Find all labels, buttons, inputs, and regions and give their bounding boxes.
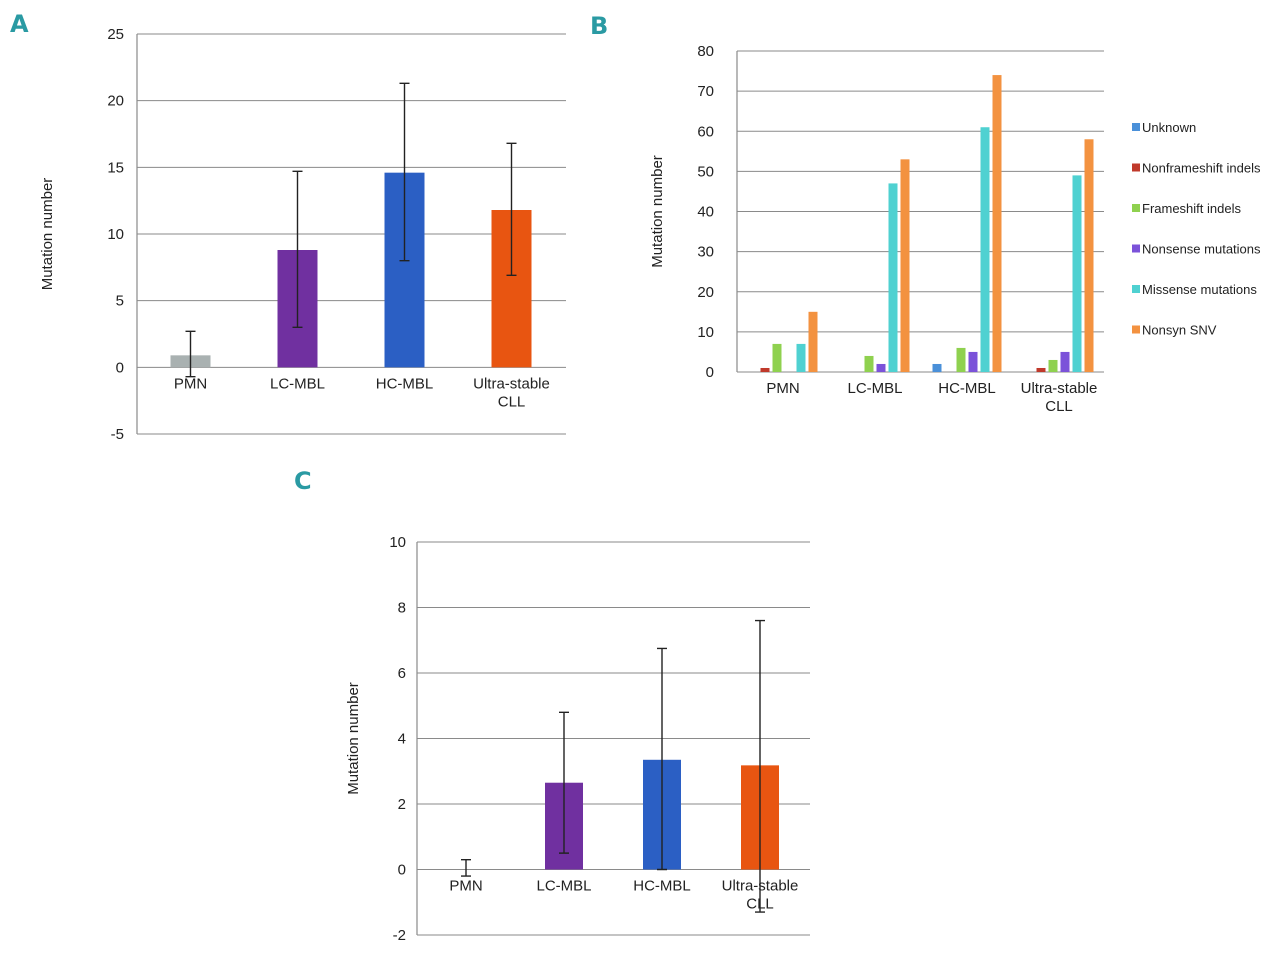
legend-swatch-b — [1132, 163, 1140, 172]
bar-b — [888, 183, 898, 372]
bar-b — [864, 355, 874, 372]
bar-b — [900, 159, 910, 372]
panel-label-a: A — [10, 10, 29, 38]
legend-label-b: Frameshift indels — [1142, 201, 1241, 216]
legend-swatch-b — [1132, 285, 1140, 293]
y-tick-label-c: 0 — [398, 862, 406, 879]
panel-label-b: B — [590, 12, 608, 40]
y-tick-label-c: 2 — [398, 796, 406, 813]
category-label-a: PMN — [174, 375, 207, 392]
y-tick-label-b: 0 — [706, 364, 714, 381]
bar-b — [1036, 367, 1046, 372]
category-label-a: LC-MBL — [270, 375, 325, 392]
y-tick-label-b: 60 — [697, 123, 714, 140]
error-bar-a — [399, 82, 410, 262]
y-tick-label-a: 20 — [107, 93, 124, 110]
y-tick-label-a: 0 — [116, 359, 124, 376]
bar-b — [1048, 359, 1058, 372]
bar-b — [980, 127, 990, 372]
legend-swatch-b — [1132, 123, 1140, 131]
legend-label-b: Unknown — [1142, 120, 1196, 135]
error-bar-a — [185, 330, 196, 378]
bar-b — [772, 343, 782, 372]
legend-swatch-b — [1132, 325, 1140, 334]
y-tick-label-c: 8 — [398, 600, 406, 617]
y-tick-label-b: 30 — [697, 244, 714, 261]
y-axis-label-c: Mutation number — [345, 682, 362, 795]
y-tick-label-b: 20 — [697, 284, 714, 301]
category-label-a: Ultra-stable CLL — [473, 375, 550, 410]
category-label-b: Ultra-stable CLL — [1021, 380, 1098, 415]
legend-label-b: Nonsyn SNV — [1142, 323, 1217, 338]
bar-b — [932, 363, 942, 372]
bar-b — [956, 347, 966, 372]
category-label-c: LC-MBL — [536, 878, 591, 895]
y-tick-label-c: -2 — [393, 927, 406, 944]
bar-b — [796, 343, 806, 372]
bar-b — [1060, 351, 1070, 372]
category-label-c: HC-MBL — [633, 878, 691, 895]
y-tick-label-b: 80 — [697, 43, 714, 60]
bar-b — [968, 351, 978, 372]
category-label-a: HC-MBL — [376, 375, 434, 392]
error-bar-c — [657, 647, 667, 871]
category-label-b: PMN — [766, 380, 799, 397]
legend-label-b: Nonframeshift indels — [1142, 161, 1261, 176]
bar-b — [1084, 139, 1094, 372]
panel-label-c: C — [294, 467, 312, 495]
error-bar-c — [755, 619, 765, 913]
legend-label-b: Missense mutations — [1142, 282, 1257, 297]
legend-swatch-b — [1132, 204, 1140, 212]
category-label-c: PMN — [449, 878, 482, 895]
bar-b — [992, 75, 1002, 372]
legend-swatch-b — [1132, 244, 1140, 253]
y-tick-label-a: 15 — [107, 159, 124, 176]
y-tick-label-b: 70 — [697, 83, 714, 100]
y-tick-label-a: -5 — [111, 426, 124, 443]
error-bar-c — [559, 711, 569, 854]
bar-b — [760, 367, 770, 372]
y-tick-label-a: 5 — [116, 293, 124, 310]
y-tick-label-a: 10 — [107, 226, 124, 243]
y-tick-label-b: 50 — [697, 163, 714, 180]
legend-label-b: Nonsense mutations — [1142, 242, 1261, 257]
error-bar-c — [461, 858, 471, 877]
y-tick-label-a: 25 — [107, 26, 124, 43]
category-label-b: HC-MBL — [938, 380, 996, 397]
category-label-b: LC-MBL — [847, 380, 902, 397]
y-axis-label-b: Mutation number — [649, 155, 666, 268]
y-tick-label-b: 10 — [697, 324, 714, 341]
y-tick-label-c: 6 — [398, 665, 406, 682]
bar-b — [1072, 175, 1082, 372]
y-tick-label-b: 40 — [697, 204, 714, 221]
bar-b — [876, 363, 886, 372]
bar-b — [808, 311, 818, 372]
y-axis-label-a: Mutation number — [39, 178, 56, 291]
error-bar-a — [292, 170, 303, 329]
y-tick-label-c: 10 — [389, 534, 406, 551]
error-bar-a — [506, 142, 517, 277]
y-tick-label-c: 4 — [398, 731, 406, 748]
